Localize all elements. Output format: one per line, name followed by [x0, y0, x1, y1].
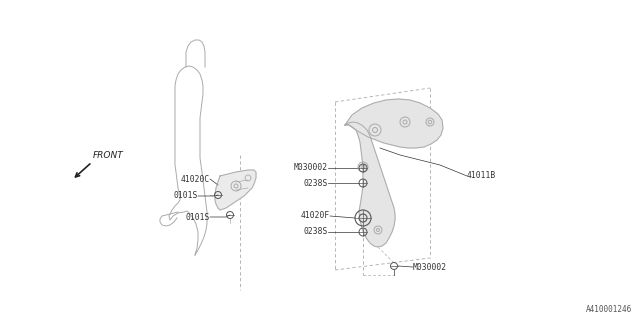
Text: 41011B: 41011B	[467, 172, 496, 180]
Text: 0238S: 0238S	[303, 179, 328, 188]
Polygon shape	[215, 170, 256, 210]
Text: 0101S: 0101S	[186, 212, 210, 221]
Text: 41020F: 41020F	[301, 212, 330, 220]
Text: A410001246: A410001246	[586, 305, 632, 314]
Text: 0238S: 0238S	[303, 228, 328, 236]
Text: 41020C: 41020C	[180, 174, 210, 183]
Text: M030002: M030002	[294, 164, 328, 172]
Text: FRONT: FRONT	[93, 151, 124, 160]
Polygon shape	[345, 99, 443, 148]
Text: M030002: M030002	[413, 262, 447, 271]
Polygon shape	[345, 122, 395, 247]
Text: 0101S: 0101S	[173, 191, 198, 201]
